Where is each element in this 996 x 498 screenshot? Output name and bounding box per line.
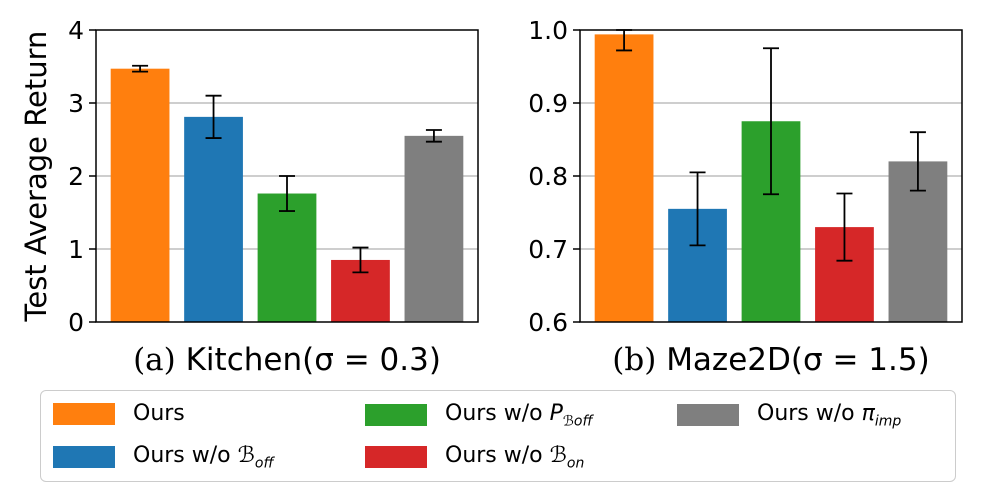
- bar: [110, 68, 170, 322]
- legend-label: Ours w/o ℬon: [445, 443, 585, 472]
- legend-item: Ours w/o ℬon: [365, 443, 584, 471]
- legend-swatch: [365, 446, 427, 469]
- panel-title: (a) Kitchen(σ = 0.3): [133, 342, 441, 378]
- legend-item: Ours w/o Pℬoff: [365, 401, 593, 429]
- y-tick-label: 0: [68, 308, 84, 337]
- bar: [594, 34, 654, 322]
- y-axis-label: Test Average Return: [19, 31, 53, 323]
- panel-name: Kitchen(σ = 0.3): [186, 342, 441, 378]
- y-tick-label: 0.7: [528, 235, 568, 264]
- bar: [184, 116, 243, 323]
- legend-label: Ours w/o πimp: [757, 401, 902, 430]
- legend-swatch: [365, 404, 427, 427]
- legend-swatch: [677, 404, 739, 427]
- legend-item: Ours w/o ℬoff: [53, 443, 274, 471]
- y-tick-label: 1.0: [528, 16, 568, 45]
- legend: Ours Ours w/o ℬoff Ours w/o Pℬoff Ours w/o …: [40, 390, 956, 482]
- panel-label: (b): [612, 342, 666, 378]
- legend-swatch: [53, 402, 115, 425]
- panel-label: (a): [133, 342, 186, 378]
- legend-item: Ours w/o πimp: [677, 401, 901, 429]
- y-tick-label: 0.6: [528, 308, 568, 337]
- panel-title: (b) Maze2D(σ = 1.5): [612, 342, 929, 378]
- bar-chart-figure: Test Average Return 0 1 2 3 4 (a) Kitchen(σ =…: [19, 16, 963, 378]
- bar: [404, 135, 464, 322]
- panel-name: Maze2D(σ = 1.5): [666, 342, 930, 378]
- legend-item: Ours: [53, 401, 185, 426]
- y-tick-label: 1: [68, 235, 84, 264]
- y-tick-label: 0.8: [528, 162, 568, 191]
- y-tick-label: 4: [68, 16, 84, 45]
- legend-label: Ours w/o Pℬoff: [445, 401, 593, 430]
- legend-swatch: [53, 446, 115, 469]
- y-tick-label: 3: [68, 89, 84, 118]
- legend-label: Ours: [133, 401, 185, 426]
- bar: [257, 193, 317, 322]
- y-tick-label: 2: [68, 162, 84, 191]
- y-tick-label: 0.9: [528, 89, 568, 118]
- legend-label: Ours w/o ℬoff: [133, 443, 274, 472]
